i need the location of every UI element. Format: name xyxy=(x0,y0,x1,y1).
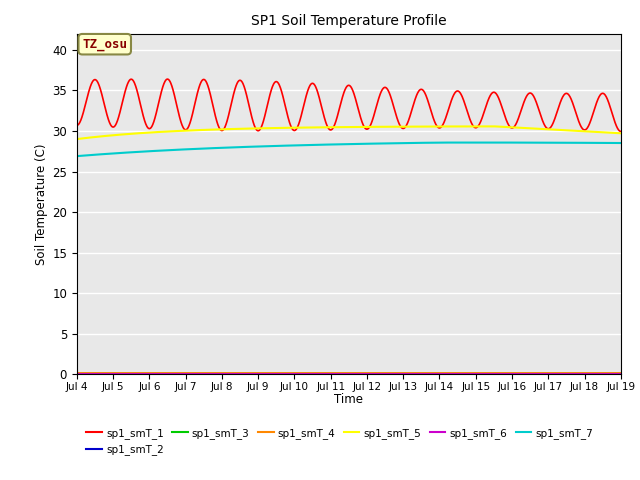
sp1_smT_2 xyxy=(315,370,323,376)
sp1_smT_7 xyxy=(383,141,390,146)
sp1_smT_3 xyxy=(304,371,312,376)
sp1_smT_6 xyxy=(73,371,81,377)
sp1_smT_4 xyxy=(315,370,323,376)
sp1_smT_2 xyxy=(137,370,145,376)
sp1_smT_3 xyxy=(73,371,81,376)
sp1_smT_3 xyxy=(383,371,390,376)
sp1_smT_4 xyxy=(383,370,390,376)
sp1_smT_5 xyxy=(490,123,498,129)
sp1_smT_4 xyxy=(115,370,123,376)
sp1_smT_7 xyxy=(73,153,81,159)
sp1_smT_5 xyxy=(383,124,390,130)
sp1_smT_6 xyxy=(315,371,323,377)
sp1_smT_5 xyxy=(304,125,312,131)
sp1_smT_6 xyxy=(304,371,312,377)
sp1_smT_6 xyxy=(325,371,333,377)
sp1_smT_6 xyxy=(383,371,390,377)
sp1_smT_4 xyxy=(137,370,145,376)
sp1_smT_4 xyxy=(73,370,81,376)
sp1_smT_7 xyxy=(315,142,323,148)
sp1_smT_1 xyxy=(137,104,145,110)
sp1_smT_3 xyxy=(325,371,333,376)
Legend: sp1_smT_1, sp1_smT_2, sp1_smT_3, sp1_smT_4, sp1_smT_5, sp1_smT_6, sp1_smT_7: sp1_smT_1, sp1_smT_2, sp1_smT_3, sp1_smT… xyxy=(82,424,597,459)
sp1_smT_7 xyxy=(304,142,312,148)
Title: SP1 Soil Temperature Profile: SP1 Soil Temperature Profile xyxy=(251,14,447,28)
sp1_smT_1 xyxy=(115,113,123,119)
sp1_smT_4 xyxy=(304,370,312,376)
sp1_smT_1 xyxy=(325,126,333,132)
sp1_smT_2 xyxy=(115,370,123,376)
Y-axis label: Soil Temperature (C): Soil Temperature (C) xyxy=(35,143,48,265)
sp1_smT_3 xyxy=(137,371,145,376)
sp1_smT_3 xyxy=(617,371,625,376)
sp1_smT_2 xyxy=(304,370,312,376)
sp1_smT_6 xyxy=(137,371,145,377)
sp1_smT_4 xyxy=(617,370,625,376)
sp1_smT_3 xyxy=(315,371,323,376)
sp1_smT_1 xyxy=(316,95,323,100)
sp1_smT_7 xyxy=(470,140,478,145)
sp1_smT_5 xyxy=(73,136,81,142)
sp1_smT_4 xyxy=(325,370,333,376)
sp1_smT_5 xyxy=(315,124,323,130)
sp1_smT_7 xyxy=(617,140,625,146)
sp1_smT_5 xyxy=(137,130,145,136)
sp1_smT_1 xyxy=(164,76,172,82)
Line: sp1_smT_1: sp1_smT_1 xyxy=(77,79,621,132)
sp1_smT_5 xyxy=(115,132,123,138)
sp1_smT_2 xyxy=(383,370,390,376)
Text: TZ_osu: TZ_osu xyxy=(83,38,127,51)
sp1_smT_6 xyxy=(115,371,123,377)
sp1_smT_7 xyxy=(137,149,145,155)
X-axis label: Time: Time xyxy=(334,394,364,407)
sp1_smT_1 xyxy=(617,129,625,134)
sp1_smT_2 xyxy=(325,370,333,376)
sp1_smT_5 xyxy=(325,124,333,130)
Line: sp1_smT_5: sp1_smT_5 xyxy=(77,126,621,139)
sp1_smT_2 xyxy=(617,370,625,376)
sp1_smT_7 xyxy=(325,142,333,147)
sp1_smT_5 xyxy=(617,131,625,136)
sp1_smT_6 xyxy=(617,371,625,377)
sp1_smT_1 xyxy=(383,85,390,91)
sp1_smT_1 xyxy=(73,122,81,128)
sp1_smT_1 xyxy=(304,87,312,93)
sp1_smT_2 xyxy=(73,370,81,376)
sp1_smT_7 xyxy=(115,150,123,156)
sp1_smT_3 xyxy=(115,371,123,376)
Line: sp1_smT_7: sp1_smT_7 xyxy=(77,143,621,156)
